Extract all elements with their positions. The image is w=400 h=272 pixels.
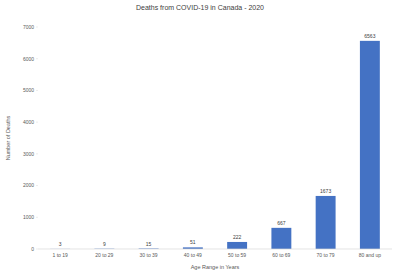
y-tick	[36, 185, 38, 186]
y-tick-label: 3000	[23, 151, 34, 157]
chart-svg: Deaths from COVID-19 in Canada - 2020 0 10…	[0, 0, 400, 272]
x-axis-title: Age Range in Years	[191, 264, 240, 270]
chart-container: Deaths from COVID-19 in Canada - 2020 0 10…	[0, 0, 400, 272]
bar	[271, 228, 291, 249]
data-label: 667	[277, 220, 286, 226]
y-tick-label: 1000	[23, 214, 34, 220]
data-label: 51	[190, 239, 196, 245]
x-tick-label: 50 to 59	[228, 252, 246, 258]
data-label: 3	[59, 241, 62, 247]
x-axis	[38, 249, 392, 250]
bars	[50, 41, 380, 249]
y-tick-label: 0	[31, 246, 34, 252]
bar	[360, 41, 380, 249]
y-tick	[36, 58, 38, 59]
x-tick-label: 1 to 19	[52, 252, 68, 258]
y-tick-label: 5000	[23, 87, 34, 93]
data-label: 6563	[364, 33, 375, 39]
y-tick	[36, 249, 38, 250]
y-tick	[36, 27, 38, 28]
data-label: 1673	[320, 188, 331, 194]
y-tick	[36, 122, 38, 123]
x-tick-label: 70 to 79	[317, 252, 335, 258]
title: Deaths from COVID-19 in Canada - 2020	[136, 4, 264, 11]
y-tick-label: 4000	[23, 119, 34, 125]
x-tick-label: 30 to 39	[140, 252, 158, 258]
x-tick-label: 60 to 69	[272, 252, 290, 258]
x-tick-label: 80 and up	[359, 252, 381, 258]
x-tick-label: 40 to 49	[184, 252, 202, 258]
x-tick-label: 20 to 29	[95, 252, 113, 258]
y-tick-label: 7000	[23, 24, 34, 30]
bar	[316, 196, 336, 249]
y-tick	[36, 217, 38, 218]
data-label: 222	[233, 234, 242, 240]
bar	[227, 242, 247, 249]
data-label: 15	[146, 241, 152, 247]
y-tick	[36, 90, 38, 91]
y-tick-label: 2000	[23, 182, 34, 188]
background	[0, 0, 400, 272]
y-tick-label: 6000	[23, 56, 34, 62]
y-axis-title: Number of Deaths	[5, 115, 11, 160]
y-tick	[36, 153, 38, 154]
data-label: 9	[103, 241, 106, 247]
